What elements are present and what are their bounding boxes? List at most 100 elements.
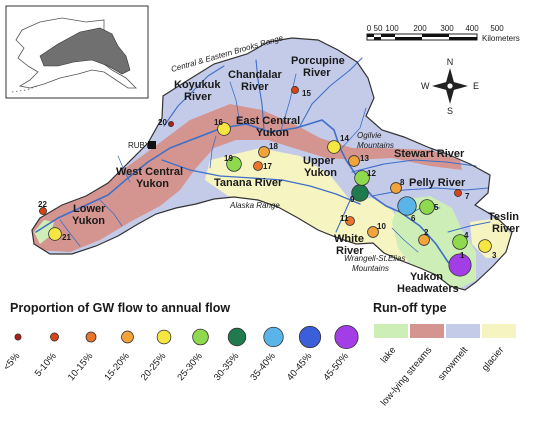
legend-runoff-swatch-1: [410, 324, 444, 338]
site-label-10: 10: [377, 222, 386, 231]
legend-gw-label-7: 35-40%: [248, 350, 278, 383]
west-label: W: [421, 81, 430, 91]
label-porcupine-2: River: [303, 67, 331, 79]
legend-gw-label-9: 45-50%: [321, 350, 351, 383]
stewart-river: [351, 159, 477, 173]
legend-runoff-swatch-2: [446, 324, 480, 338]
scale-seg-3: [381, 34, 395, 37]
scale-tick-400: 400: [465, 24, 479, 33]
site-label-2: 2: [424, 228, 429, 237]
label-chandalar-2: River: [241, 81, 269, 93]
site-label-12: 12: [367, 169, 376, 178]
legend-gw-swatch-2: [85, 331, 97, 343]
label-stewart: Stewart River: [394, 148, 465, 160]
label-koyukuk-1: Koyukuk: [174, 79, 221, 91]
label-teslin-2: River: [492, 223, 520, 235]
site-label-18: 18: [269, 142, 278, 151]
legend-gw-items: <5% 5-10% 10-15% 15-20% 20-25% 25-30% 30-35% 35…: [1, 324, 359, 383]
porcupine-river: [299, 57, 363, 127]
site-label-15: 15: [302, 89, 311, 98]
scale-tick-50: 50: [374, 24, 383, 33]
label-headwaters-1: Yukon: [410, 271, 443, 283]
legend-gw-label-5: 25-30%: [175, 350, 205, 383]
aleutian-dots: [11, 85, 39, 93]
label-lower-2: Yukon: [72, 215, 105, 227]
white-river: [335, 195, 353, 233]
site-marker-22: [39, 207, 47, 215]
site-marker-16: [217, 122, 231, 136]
site-label-4: 4: [464, 231, 469, 240]
label-lower-1: Lower: [73, 203, 106, 215]
label-headwaters-2: Headwaters: [397, 283, 459, 295]
site-marker-15: [291, 86, 299, 94]
label-ogilvie-mountains-2: Mountains: [357, 141, 394, 150]
chandalar-river: [255, 59, 265, 131]
teslin-river: [447, 221, 491, 233]
yukon-basin-highlight: [39, 27, 131, 75]
legend-gw-swatch-1: [50, 332, 59, 342]
label-white-1: White: [334, 233, 364, 245]
site-marker-6: [397, 196, 417, 216]
site-marker-7: [454, 189, 462, 197]
site-label-13: 13: [360, 154, 369, 163]
legend-gw-swatch-9: [334, 324, 359, 350]
site-label-16: 16: [214, 118, 223, 127]
legend-gw-swatch-0: [14, 333, 22, 341]
label-east-central-1: East Central: [236, 115, 300, 127]
scale-seg-5: [422, 34, 449, 37]
site-marker-12: [354, 170, 370, 186]
label-wrangell-2: Mountains: [352, 264, 389, 273]
site-marker-11: [345, 216, 355, 226]
scale-tick-300: 300: [440, 24, 454, 33]
legend-gw-label-4: 20-25%: [139, 350, 169, 383]
legend-gw-title: Proportion of GW flow to annual flow: [10, 301, 230, 315]
legend-gw-swatch-8: [298, 325, 322, 349]
site-marker-19: [226, 156, 242, 172]
legend-gw-swatch-3: [121, 330, 134, 344]
site-label-19: 19: [224, 154, 233, 163]
site-marker-20: [167, 121, 174, 128]
east-label: E: [473, 81, 479, 91]
legend-gw-label-3: 15-20%: [102, 350, 132, 383]
site-marker-1: [448, 253, 472, 277]
site-marker-18: [258, 146, 270, 158]
koyukuk-river: [163, 65, 225, 127]
legend-runoff-label-0: lake: [379, 345, 399, 365]
scale-tick-100: 100: [385, 24, 399, 33]
label-teslin-1: Teslin: [488, 211, 519, 223]
legend-gw-swatch-6: [227, 327, 247, 347]
scale-seg-6: [449, 37, 477, 40]
legend-gw-label-1: 5-10%: [33, 350, 59, 379]
north-label: N: [447, 57, 454, 67]
site-label-8: 8: [400, 178, 405, 187]
site-label-5: 5: [434, 203, 439, 212]
label-wrangell-1: Wrangell-St.Elias: [344, 254, 405, 263]
site-marker-2: [418, 234, 430, 246]
legend-runoff-label-3: glacier: [480, 345, 506, 374]
label-ruby: RUBY: [128, 141, 151, 150]
label-tanana: Tanana River: [214, 177, 283, 189]
legend-gw-label-6: 30-35%: [212, 350, 242, 383]
alaska-inset: [5, 5, 149, 99]
legend-gw-label-8: 40-45%: [285, 350, 315, 383]
scale-unit: Kilometers: [482, 34, 520, 43]
lowlying-zone: [32, 104, 462, 252]
label-alaska-range: Alaska Range: [229, 201, 280, 210]
region-labels: Koyukuk River Chandalar River Porcupine …: [72, 55, 520, 295]
site-label-22: 22: [38, 200, 47, 209]
scale-seg-1: [367, 34, 374, 37]
scale-bar: 0 50 100 200 300 400 500 Kilometers: [366, 24, 520, 43]
legend-gw: Proportion of GW flow to annual flow <5%…: [1, 301, 359, 383]
site-marker-5: [419, 199, 435, 215]
site-label-21: 21: [62, 233, 71, 242]
basin-outline: [31, 37, 513, 291]
compass-center: [446, 82, 454, 90]
site-label-11: 11: [340, 214, 349, 223]
label-pelly: Pelly River: [409, 177, 466, 189]
legend-runoff-label-2: snowmelt: [436, 345, 470, 383]
scale-tick-200: 200: [413, 24, 427, 33]
site-label-1: 1: [460, 251, 465, 260]
